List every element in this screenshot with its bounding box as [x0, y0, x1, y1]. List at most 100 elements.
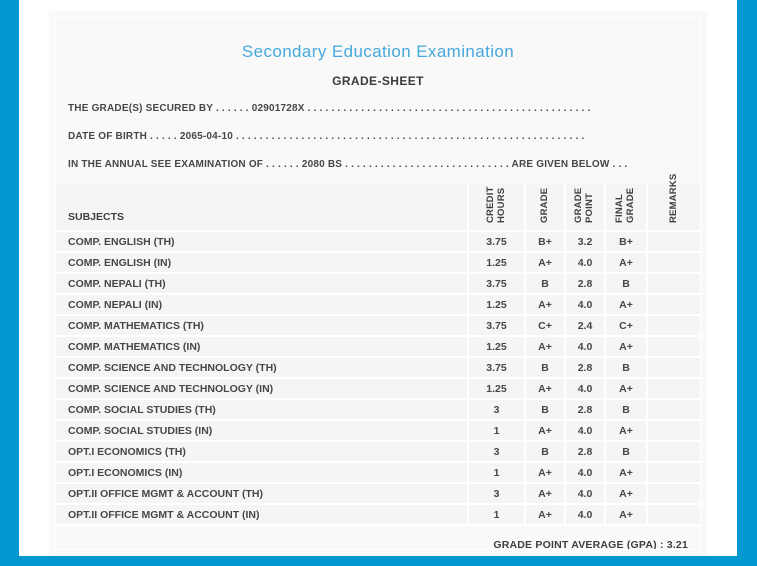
grade-cell: B	[525, 441, 566, 463]
right-border-strip	[737, 0, 757, 566]
grade-cell: B	[525, 399, 566, 421]
grade-sheet-card-inner: Secondary Education Examination GRADE-SH…	[55, 17, 701, 550]
table-row: COMP. ENGLISH (TH) 3.75 B+ 3.2 B+	[56, 231, 700, 253]
remarks-cell	[647, 294, 700, 316]
final-grade-cell: A+	[605, 336, 648, 358]
subject-cell: COMP. SOCIAL STUDIES (IN)	[56, 420, 469, 442]
final-grade-cell: A+	[605, 462, 648, 484]
remarks-cell	[647, 462, 700, 484]
subject-cell: COMP. SCIENCE AND TECHNOLOGY (IN)	[56, 378, 469, 400]
subject-cell: COMP. ENGLISH (TH)	[56, 231, 469, 253]
remarks-cell	[647, 231, 700, 253]
grade-point-cell: 4.0	[565, 294, 606, 316]
table-row: COMP. NEPALI (TH) 3.75 B 2.8 B	[56, 273, 700, 295]
table-row: COMP. SOCIAL STUDIES (TH) 3 B 2.8 B	[56, 399, 700, 421]
col-header-credit-hours: CREDIT HOURS	[468, 183, 526, 232]
grade-point-cell: 2.8	[565, 441, 606, 463]
subject-cell: COMP. NEPALI (TH)	[56, 273, 469, 295]
left-border-strip	[0, 0, 19, 566]
credit-hours-cell: 1.25	[468, 378, 526, 400]
grade-cell: A+	[525, 483, 566, 505]
grade-point-cell: 3.2	[565, 231, 606, 253]
gpa-summary: GRADE POINT AVERAGE (GPA) : 3.21	[493, 539, 688, 550]
remarks-cell	[647, 315, 700, 337]
subject-cell: COMP. MATHEMATICS (IN)	[56, 336, 469, 358]
credit-hours-cell: 1.25	[468, 252, 526, 274]
subject-cell: OPT.II OFFICE MGMT & ACCOUNT (IN)	[56, 504, 469, 526]
table-row: COMP. MATHEMATICS (TH) 3.75 C+ 2.4 C+	[56, 315, 700, 337]
final-grade-cell: A+	[605, 378, 648, 400]
remarks-cell	[647, 441, 700, 463]
credit-hours-cell: 1	[468, 462, 526, 484]
credit-hours-cell: 1	[468, 420, 526, 442]
final-grade-cell: B	[605, 273, 648, 295]
subject-cell: OPT.I ECONOMICS (IN)	[56, 462, 469, 484]
grade-point-cell: 4.0	[565, 462, 606, 484]
grade-cell: C+	[525, 315, 566, 337]
grade-table: SUBJECTS CREDIT HOURS GRADE GRADE POINT …	[56, 173, 700, 526]
credit-hours-cell: 1.25	[468, 294, 526, 316]
final-grade-cell: B	[605, 399, 648, 421]
grade-cell: A+	[525, 336, 566, 358]
page-title: Secondary Education Examination	[241, 42, 515, 61]
col-header-credit-hours-label: CREDIT HOURS	[484, 186, 507, 223]
grade-cell: A+	[525, 294, 566, 316]
grade-point-cell: 2.8	[565, 357, 606, 379]
remarks-cell	[647, 378, 700, 400]
remarks-cell	[647, 252, 700, 274]
grade-cell: A+	[525, 420, 566, 442]
credit-hours-cell: 3	[468, 441, 526, 463]
table-row: OPT.I ECONOMICS (IN) 1 A+ 4.0 A+	[56, 462, 700, 484]
col-header-subjects: SUBJECTS	[56, 183, 469, 232]
info-lines: THE GRADE(S) SECURED BY . . . . . . 0290…	[56, 95, 700, 179]
remarks-cell	[647, 399, 700, 421]
grade-cell: B	[525, 357, 566, 379]
info-line-grades-secured-by: THE GRADE(S) SECURED BY . . . . . . 0290…	[68, 103, 592, 114]
subject-cell: COMP. SOCIAL STUDIES (TH)	[56, 399, 469, 421]
remarks-cell	[647, 504, 700, 526]
credit-hours-cell: 3.75	[468, 231, 526, 253]
col-header-final-grade-label: FINAL GRADE	[614, 187, 636, 223]
grade-cell: A+	[525, 252, 566, 274]
table-row: OPT.II OFFICE MGMT & ACCOUNT (IN) 1 A+ 4…	[56, 504, 700, 526]
final-grade-cell: B+	[605, 231, 648, 253]
final-grade-cell: C+	[605, 315, 648, 337]
final-grade-cell: B	[605, 357, 648, 379]
remarks-cell	[647, 273, 700, 295]
grade-point-cell: 2.8	[565, 399, 606, 421]
grade-cell: B	[525, 273, 566, 295]
table-row: COMP. SCIENCE AND TECHNOLOGY (IN) 1.25 A…	[56, 378, 700, 400]
table-row: COMP. SCIENCE AND TECHNOLOGY (TH) 3.75 B…	[56, 357, 700, 379]
grade-point-cell: 4.0	[565, 504, 606, 526]
table-row: COMP. MATHEMATICS (IN) 1.25 A+ 4.0 A+	[56, 336, 700, 358]
grade-sheet-card: Secondary Education Examination GRADE-SH…	[49, 11, 707, 556]
info-line-date-of-birth: DATE OF BIRTH . . . . . 2065-04-10 . . .…	[68, 131, 586, 142]
table-row: COMP. NEPALI (IN) 1.25 A+ 4.0 A+	[56, 294, 700, 316]
info-line-examination: IN THE ANNUAL SEE EXAMINATION OF . . . .…	[68, 159, 628, 170]
grade-point-cell: 2.4	[565, 315, 606, 337]
grade-point-cell: 2.8	[565, 273, 606, 295]
final-grade-cell: A+	[605, 483, 648, 505]
final-grade-cell: A+	[605, 504, 648, 526]
subject-cell: COMP. SCIENCE AND TECHNOLOGY (TH)	[56, 357, 469, 379]
col-header-grade-point: GRADE POINT	[565, 183, 606, 232]
remarks-cell	[647, 336, 700, 358]
sheet-subtitle: GRADE-SHEET	[332, 74, 424, 88]
col-header-grade: GRADE	[525, 183, 566, 232]
table-row: COMP. ENGLISH (IN) 1.25 A+ 4.0 A+	[56, 252, 700, 274]
remarks-cell	[647, 420, 700, 442]
credit-hours-cell: 3.75	[468, 357, 526, 379]
grade-point-cell: 4.0	[565, 483, 606, 505]
table-header-row: SUBJECTS CREDIT HOURS GRADE GRADE POINT …	[56, 173, 700, 232]
col-header-final-grade: FINAL GRADE	[605, 183, 648, 232]
final-grade-cell: A+	[605, 252, 648, 274]
subject-cell: OPT.I ECONOMICS (TH)	[56, 441, 469, 463]
remarks-cell	[647, 483, 700, 505]
credit-hours-cell: 3.75	[468, 273, 526, 295]
grade-point-cell: 4.0	[565, 252, 606, 274]
grade-point-cell: 4.0	[565, 420, 606, 442]
col-header-remarks-label: REMARKS	[667, 173, 679, 223]
credit-hours-cell: 3.75	[468, 315, 526, 337]
grade-cell: A+	[525, 462, 566, 484]
